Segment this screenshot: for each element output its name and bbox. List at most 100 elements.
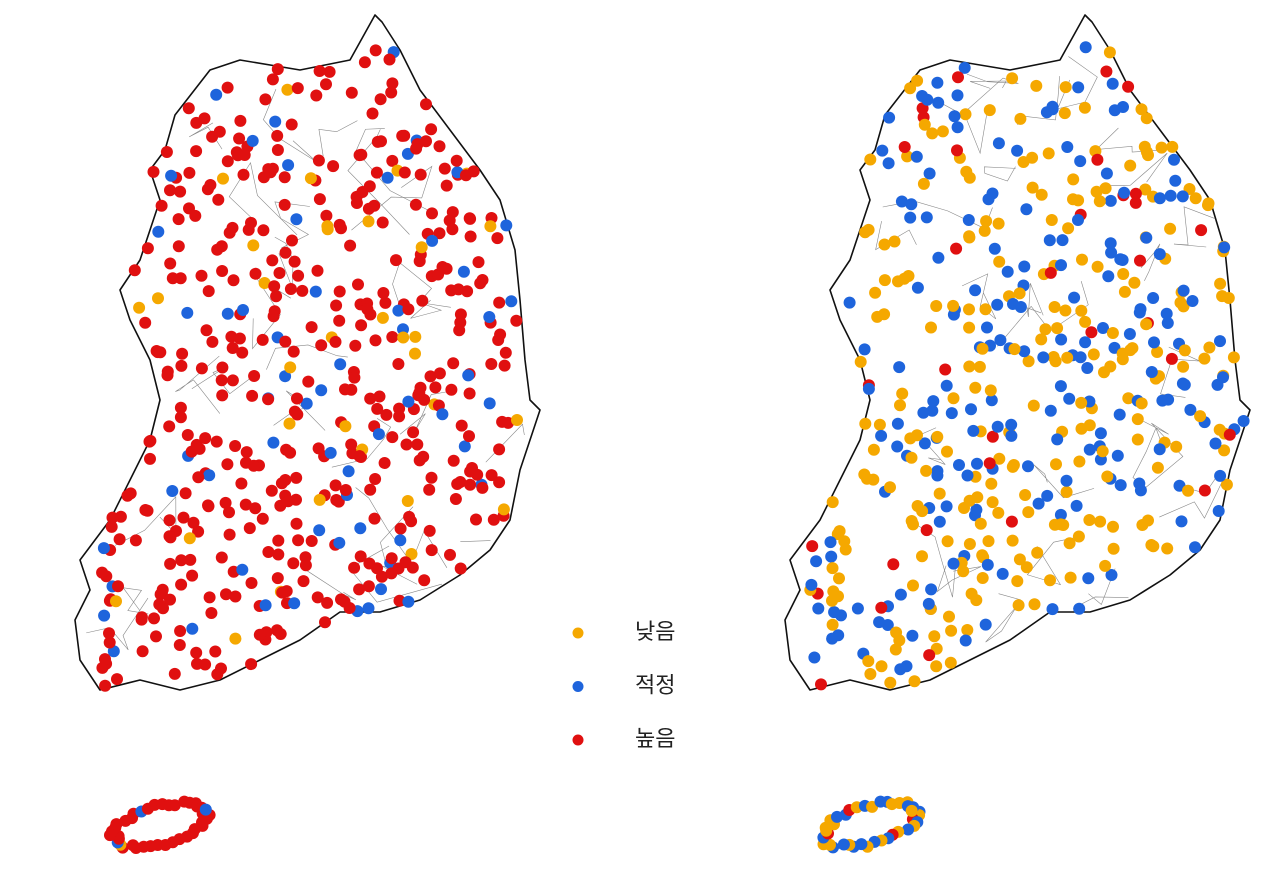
sample-dot [858, 343, 871, 356]
sample-dot [1155, 141, 1168, 154]
sample-dot [1094, 515, 1107, 528]
sample-dot [1139, 183, 1152, 196]
sample-dot [905, 515, 918, 527]
sample-dot [882, 157, 895, 170]
sample-dot [329, 335, 342, 348]
sample-dot [1129, 196, 1142, 209]
sample-dot [172, 240, 185, 253]
sample-dot [1075, 304, 1088, 317]
sample-dot [1072, 81, 1085, 94]
sample-dot [287, 345, 300, 358]
sample-dot [291, 82, 304, 95]
sample-dot [1165, 352, 1178, 365]
sample-dot [978, 224, 991, 237]
sample-dot [1072, 530, 1085, 543]
sample-dot [485, 469, 498, 482]
sample-dot [193, 442, 206, 455]
sample-dot [281, 83, 294, 96]
sample-dot [1168, 153, 1180, 166]
sample-dot [368, 512, 381, 525]
sample-dot [862, 382, 875, 395]
sample-dot [993, 255, 1006, 268]
sample-dot [292, 534, 305, 547]
sample-dot [1006, 460, 1019, 473]
sample-dot [375, 583, 387, 596]
district-line [1132, 427, 1162, 483]
sample-dot [889, 643, 902, 656]
sample-dot [947, 392, 960, 405]
sample-dot [1046, 100, 1059, 113]
sample-dot [226, 342, 239, 354]
sample-dot [916, 550, 928, 563]
sample-dot [920, 524, 933, 537]
sample-dot [826, 496, 839, 509]
sample-dot [311, 264, 324, 277]
sample-dot [483, 311, 496, 323]
sample-dot [454, 476, 467, 488]
sample-dot [950, 242, 963, 255]
sample-dot [976, 572, 989, 584]
sample-dot [1140, 318, 1153, 331]
sample-dot [973, 360, 986, 373]
sample-dot [380, 408, 393, 421]
sample-dot [366, 107, 379, 120]
sample-dot [1026, 151, 1039, 164]
sample-dot [470, 513, 482, 526]
sample-dot [967, 424, 980, 437]
sample-dot [458, 440, 471, 453]
district-line [985, 593, 1022, 643]
sample-dot [278, 198, 291, 211]
sample-dot [1041, 489, 1054, 502]
sample-dot [991, 420, 1004, 433]
sample-dot [364, 392, 377, 405]
sample-dot [932, 96, 945, 109]
sample-dot [97, 542, 110, 555]
sample-dot [174, 272, 187, 285]
sample-dot [433, 367, 446, 380]
sample-dot [369, 473, 382, 485]
district-line [122, 587, 149, 615]
sample-dot [453, 324, 466, 337]
sample-dot [223, 528, 236, 541]
legend-swatch [572, 734, 584, 746]
sample-dot [1214, 335, 1226, 348]
sample-dot [1135, 397, 1148, 410]
sample-dot [1175, 515, 1188, 528]
sample-dot [1214, 469, 1227, 482]
sample-dot [312, 154, 325, 167]
sample-dot [1131, 433, 1144, 446]
sample-dot [864, 668, 877, 680]
sample-dot [175, 578, 188, 591]
sample-dot [1076, 253, 1088, 266]
sample-dot [1070, 499, 1083, 512]
sample-dot [1063, 537, 1076, 550]
sample-dot [936, 125, 949, 138]
sample-dot [1106, 77, 1119, 90]
sample-dot [284, 361, 297, 374]
sample-dot [361, 303, 374, 316]
sample-dot [911, 281, 924, 294]
sample-dot [1083, 419, 1096, 432]
district-line [1173, 206, 1216, 248]
sample-dot [1044, 404, 1057, 417]
sample-dot [129, 534, 142, 547]
sample-dot [1075, 396, 1088, 409]
sample-dot [300, 397, 313, 410]
sample-dot [262, 393, 275, 406]
sample-dot [961, 624, 974, 636]
sample-dot [1097, 322, 1109, 334]
sample-dot [402, 595, 415, 608]
sample-dot [237, 168, 250, 181]
sample-dot [1160, 307, 1173, 320]
sample-dot [454, 562, 467, 575]
sample-dot [425, 471, 438, 484]
sample-dot [311, 591, 324, 604]
sample-dot [994, 334, 1007, 347]
sample-dot [269, 115, 282, 128]
sample-dot [1123, 328, 1136, 340]
sample-dot [1064, 571, 1077, 584]
sample-dot [1164, 222, 1177, 235]
sample-dot [247, 459, 260, 472]
sample-dot [1067, 173, 1080, 186]
sample-dot [235, 477, 248, 490]
